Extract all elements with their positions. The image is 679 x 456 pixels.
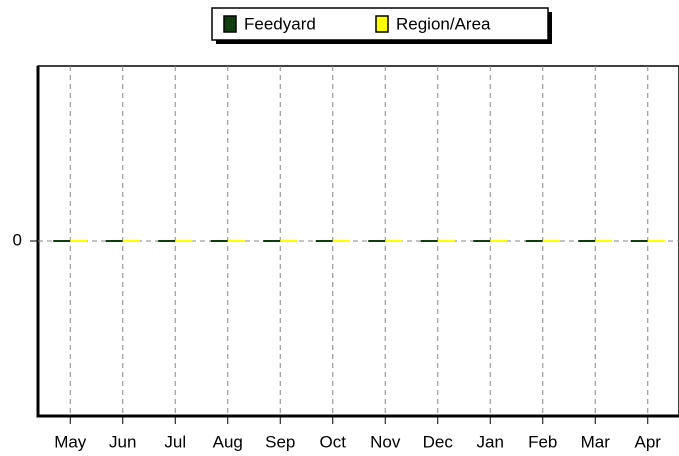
bar [630, 240, 648, 242]
bar [227, 240, 245, 242]
bar [70, 240, 88, 242]
bar [437, 240, 455, 242]
bar [647, 240, 665, 242]
bar [53, 240, 71, 242]
bar [473, 240, 491, 242]
bar [542, 240, 560, 242]
bar [420, 240, 438, 242]
bar [263, 240, 281, 242]
x-tick-label: Aug [213, 432, 243, 451]
x-tick-label: Apr [635, 432, 662, 451]
y-tick-label: 0 [13, 230, 22, 249]
x-tick-label: Sep [265, 432, 295, 451]
bar [280, 240, 298, 242]
bar [578, 240, 596, 242]
x-tick-label: Feb [528, 432, 557, 451]
legend-swatch [223, 15, 237, 33]
bar [368, 240, 386, 242]
x-tick-label: Jan [477, 432, 504, 451]
bar [122, 240, 140, 242]
x-tick-label: Oct [320, 432, 347, 451]
bar [210, 240, 228, 242]
x-tick-label: Mar [581, 432, 611, 451]
x-tick-label: Jun [109, 432, 136, 451]
x-tick-label: Dec [423, 432, 454, 451]
bar [525, 240, 543, 242]
bar [315, 240, 333, 242]
x-tick-label: Jul [164, 432, 186, 451]
bar [158, 240, 176, 242]
x-tick-label: Nov [370, 432, 401, 451]
legend-label: Feedyard [244, 14, 316, 33]
bar [105, 240, 123, 242]
bar [490, 240, 508, 242]
legend-label: Region/Area [396, 14, 491, 33]
bar [175, 240, 193, 242]
bar [385, 240, 403, 242]
bar [595, 240, 613, 242]
x-tick-label: May [54, 432, 87, 451]
bar [332, 240, 350, 242]
legend-swatch [375, 15, 389, 33]
